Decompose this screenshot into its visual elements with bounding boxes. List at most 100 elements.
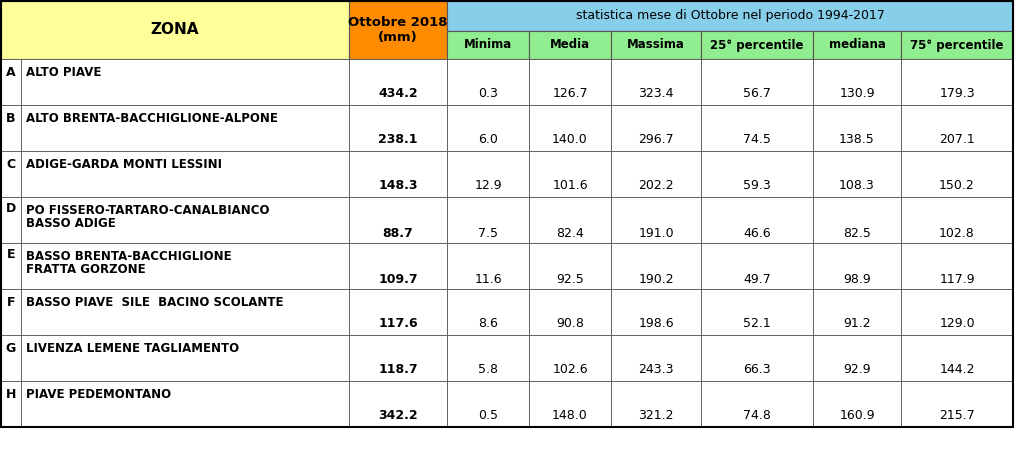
Bar xyxy=(22,289,349,335)
Text: 190.2: 190.2 xyxy=(638,273,674,286)
Bar xyxy=(22,243,349,289)
Text: 434.2: 434.2 xyxy=(378,87,418,100)
Bar xyxy=(701,31,813,59)
Bar xyxy=(349,1,447,59)
Text: 238.1: 238.1 xyxy=(378,133,418,146)
Bar xyxy=(1,1,349,59)
Text: 102.6: 102.6 xyxy=(552,363,588,376)
Text: LIVENZA LEMENE TAGLIAMENTO: LIVENZA LEMENE TAGLIAMENTO xyxy=(26,342,240,355)
Text: ALTO PIAVE: ALTO PIAVE xyxy=(26,66,101,79)
Text: 5.8: 5.8 xyxy=(478,363,498,376)
Bar xyxy=(611,335,701,381)
Text: Massima: Massima xyxy=(627,39,685,51)
Text: 109.7: 109.7 xyxy=(378,273,418,286)
Bar xyxy=(901,197,1013,243)
Bar xyxy=(447,59,529,105)
Bar xyxy=(701,59,813,105)
Bar xyxy=(1,381,22,427)
Bar xyxy=(22,151,349,197)
Bar xyxy=(813,381,901,427)
Bar xyxy=(611,243,701,289)
Bar xyxy=(611,381,701,427)
Bar xyxy=(813,243,901,289)
Text: 92.9: 92.9 xyxy=(843,363,870,376)
Text: 130.9: 130.9 xyxy=(840,87,874,100)
Bar xyxy=(349,59,447,105)
Text: 243.3: 243.3 xyxy=(638,363,674,376)
Bar xyxy=(22,105,349,151)
Bar xyxy=(701,197,813,243)
Bar xyxy=(701,105,813,151)
Text: 129.0: 129.0 xyxy=(939,317,975,330)
Bar xyxy=(901,31,1013,59)
Text: 117.6: 117.6 xyxy=(378,317,418,330)
Bar xyxy=(813,335,901,381)
Text: 342.2: 342.2 xyxy=(378,409,418,422)
Bar xyxy=(701,335,813,381)
Text: E: E xyxy=(7,248,15,261)
Bar xyxy=(447,381,529,427)
Text: F: F xyxy=(7,296,15,309)
Text: BASSO ADIGE: BASSO ADIGE xyxy=(26,217,116,230)
Bar xyxy=(349,289,447,335)
Bar xyxy=(529,59,611,105)
Bar xyxy=(701,151,813,197)
Bar xyxy=(529,335,611,381)
Bar xyxy=(447,243,529,289)
Text: 88.7: 88.7 xyxy=(383,227,414,240)
Text: 101.6: 101.6 xyxy=(552,179,588,192)
Bar xyxy=(22,59,349,105)
Text: 160.9: 160.9 xyxy=(840,409,874,422)
Bar xyxy=(529,31,611,59)
Text: 91.2: 91.2 xyxy=(843,317,870,330)
Text: 98.9: 98.9 xyxy=(843,273,870,286)
Text: 148.0: 148.0 xyxy=(552,409,588,422)
Text: G: G xyxy=(6,342,16,355)
Bar xyxy=(529,289,611,335)
Text: Minima: Minima xyxy=(464,39,512,51)
Text: 92.5: 92.5 xyxy=(556,273,584,286)
Bar xyxy=(901,289,1013,335)
Text: ADIGE-GARDA MONTI LESSINI: ADIGE-GARDA MONTI LESSINI xyxy=(26,158,222,171)
Text: 126.7: 126.7 xyxy=(552,87,588,100)
Bar xyxy=(1,59,22,105)
Text: 108.3: 108.3 xyxy=(839,179,874,192)
Bar xyxy=(901,243,1013,289)
Text: FRATTA GORZONE: FRATTA GORZONE xyxy=(26,263,145,276)
Bar xyxy=(901,59,1013,105)
Text: 140.0: 140.0 xyxy=(552,133,588,146)
Bar xyxy=(701,381,813,427)
Text: 138.5: 138.5 xyxy=(839,133,874,146)
Text: 179.3: 179.3 xyxy=(939,87,975,100)
Bar xyxy=(901,381,1013,427)
Text: 117.9: 117.9 xyxy=(939,273,975,286)
Bar xyxy=(529,105,611,151)
Bar xyxy=(611,151,701,197)
Bar xyxy=(1,105,22,151)
Text: 148.3: 148.3 xyxy=(378,179,418,192)
Bar xyxy=(813,31,901,59)
Text: ALTO BRENTA-BACCHIGLIONE-ALPONE: ALTO BRENTA-BACCHIGLIONE-ALPONE xyxy=(26,112,278,125)
Bar xyxy=(349,243,447,289)
Text: B: B xyxy=(6,112,15,125)
Text: 90.8: 90.8 xyxy=(556,317,584,330)
Bar xyxy=(22,335,349,381)
Text: 215.7: 215.7 xyxy=(939,409,975,422)
Bar xyxy=(447,335,529,381)
Text: 144.2: 144.2 xyxy=(939,363,975,376)
Text: 12.9: 12.9 xyxy=(474,179,502,192)
Bar xyxy=(901,151,1013,197)
Text: PIAVE PEDEMONTANO: PIAVE PEDEMONTANO xyxy=(26,388,171,401)
Bar xyxy=(813,105,901,151)
Bar xyxy=(901,105,1013,151)
Bar xyxy=(349,335,447,381)
Text: 74.5: 74.5 xyxy=(743,133,771,146)
Text: 202.2: 202.2 xyxy=(638,179,674,192)
Bar xyxy=(22,381,349,427)
Bar xyxy=(447,1,1013,31)
Bar xyxy=(447,197,529,243)
Text: 56.7: 56.7 xyxy=(743,87,771,100)
Text: 323.4: 323.4 xyxy=(638,87,674,100)
Bar xyxy=(349,105,447,151)
Bar xyxy=(611,105,701,151)
